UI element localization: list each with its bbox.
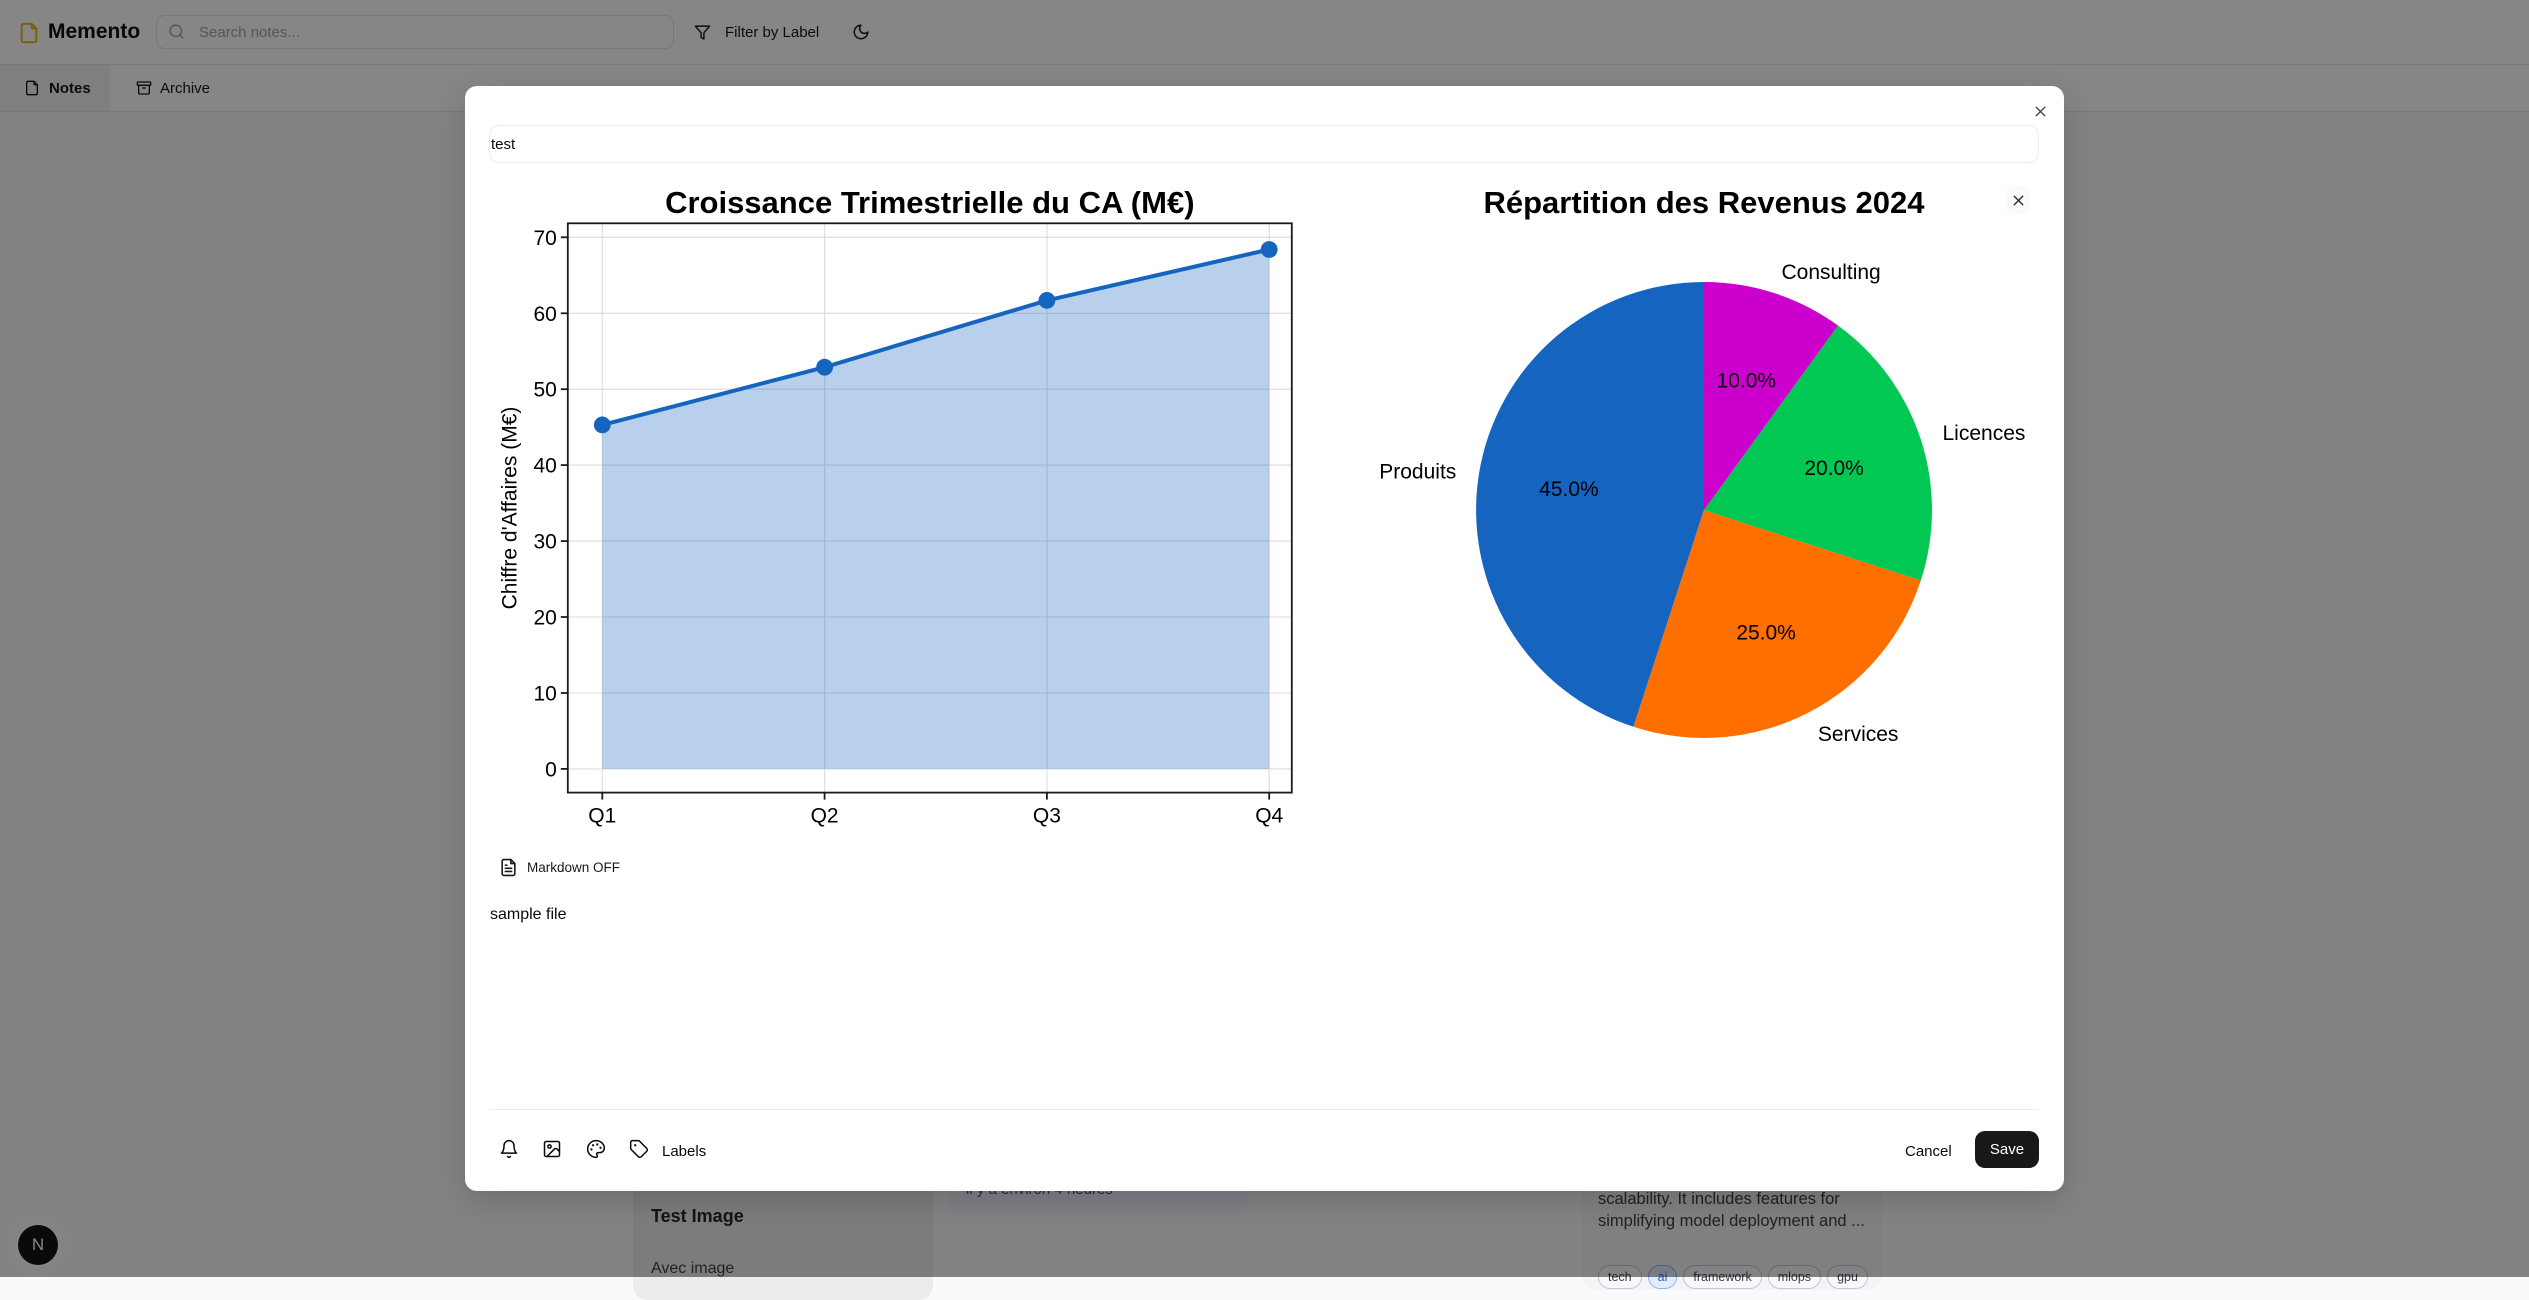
svg-text:Croissance Trimestrielle du CA: Croissance Trimestrielle du CA (M€) (665, 185, 1194, 220)
svg-text:30: 30 (533, 531, 556, 554)
svg-text:Q1: Q1 (588, 805, 616, 828)
svg-text:Q3: Q3 (1033, 805, 1061, 828)
svg-text:Licences: Licences (1943, 422, 2026, 445)
svg-text:Q4: Q4 (1255, 805, 1283, 828)
svg-text:Q2: Q2 (811, 805, 839, 828)
svg-text:Répartition des Revenus 2024: Répartition des Revenus 2024 (1483, 185, 1925, 220)
svg-text:Services: Services (1818, 723, 1899, 746)
svg-text:50: 50 (533, 379, 556, 402)
svg-text:Consulting: Consulting (1782, 261, 1881, 284)
svg-text:45.0%: 45.0% (1539, 478, 1599, 501)
svg-text:Chiffre d'Affaires (M€): Chiffre d'Affaires (M€) (499, 407, 522, 610)
svg-text:70: 70 (533, 227, 556, 250)
svg-text:25.0%: 25.0% (1736, 621, 1796, 644)
svg-text:0: 0 (545, 758, 557, 781)
svg-text:Produits: Produits (1379, 460, 1456, 483)
svg-text:20.0%: 20.0% (1804, 457, 1864, 480)
svg-text:10: 10 (533, 683, 556, 706)
svg-text:40: 40 (533, 455, 556, 478)
svg-text:20: 20 (533, 607, 556, 630)
svg-text:10.0%: 10.0% (1717, 369, 1777, 392)
svg-text:60: 60 (533, 303, 556, 326)
